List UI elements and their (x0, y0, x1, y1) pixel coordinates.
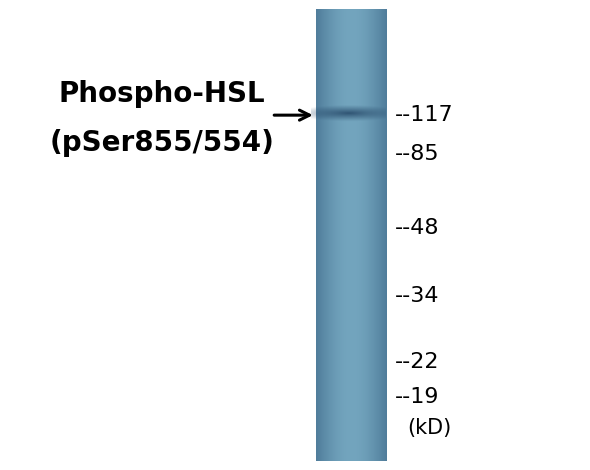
Text: --85: --85 (395, 144, 440, 164)
Text: --117: --117 (395, 105, 454, 125)
Text: --22: --22 (395, 352, 440, 372)
Text: Phospho-HSL: Phospho-HSL (59, 80, 266, 108)
Text: --48: --48 (395, 218, 440, 238)
Text: (pSer855/554): (pSer855/554) (50, 129, 275, 157)
Text: --19: --19 (395, 387, 440, 407)
Text: (kD): (kD) (407, 418, 451, 438)
Text: --34: --34 (395, 286, 440, 306)
